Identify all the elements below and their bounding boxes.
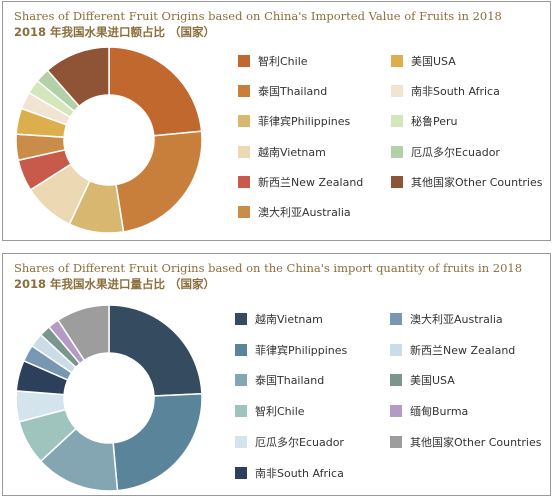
legend-swatch <box>390 313 402 325</box>
chart-title: Shares of Different Fruit Origins based … <box>14 261 523 275</box>
legend-swatch <box>238 55 250 67</box>
legend-swatch <box>238 175 250 188</box>
legend-swatch <box>235 435 247 448</box>
legend-item-burma: 缅甸Burma <box>390 404 468 418</box>
legend-label: 澳大利亚Australia <box>258 206 351 219</box>
legend-label: 缅甸Burma <box>410 405 469 419</box>
chart-subtitle: 2018 年我国水果进口额占比 （国家） <box>14 25 216 39</box>
legend-swatch <box>238 206 250 218</box>
legend-swatch <box>238 145 250 158</box>
legend-swatch <box>391 115 403 128</box>
slice-chile <box>108 46 203 137</box>
legend-swatch <box>235 466 247 479</box>
legend-item-ecuador: 厄瓜多尔Ecuador <box>235 435 344 449</box>
chart-title: Shares of Different Fruit Origins based … <box>14 9 502 23</box>
legend-label: 菲律宾Philippines <box>255 343 348 357</box>
legend-label: 厄瓜多尔Ecuador <box>255 435 344 449</box>
legend-swatch <box>391 55 403 67</box>
legend-item-usa: 美国USA <box>390 373 455 387</box>
quantity-chart-panel: Shares of Different Fruit Origins based … <box>2 253 551 496</box>
legend-swatch <box>235 343 247 356</box>
legend-swatch <box>235 374 247 387</box>
legend-label: 新西兰New Zealand <box>410 343 516 357</box>
legend-label: 泰国Thailand <box>258 85 328 99</box>
legend-label: 新西兰New Zealand <box>258 175 364 189</box>
legend-item-new-zealand: 新西兰New Zealand <box>390 343 515 357</box>
legend-item-chile: 智利Chile <box>235 404 305 418</box>
legend-label: 泰国Thailand <box>255 374 325 388</box>
legend-item-philippines: 菲律宾Philippines <box>235 343 347 357</box>
legend-item-other-countries: 其他国家Other Countries <box>390 435 541 449</box>
legend-item-peru: 秘鲁Peru <box>391 114 458 128</box>
legend-swatch <box>235 405 247 418</box>
legend-label: 智利Chile <box>258 55 308 68</box>
legend-swatch <box>391 85 403 98</box>
slice-philippines <box>112 392 203 492</box>
legend-swatch <box>391 175 403 188</box>
chart-subtitle: 2018 年我国水果进口量占比 （国家） <box>14 277 216 291</box>
legend-swatch <box>390 343 402 356</box>
slice-thailand <box>115 130 203 233</box>
slice-vietnam <box>108 304 203 397</box>
slice-other-countries <box>57 304 110 362</box>
legend-label: 美国USA <box>411 55 456 68</box>
legend-item-vietnam: 越南Vietnam <box>235 312 323 326</box>
legend-item-other-countries: 其他国家Other Countries <box>391 175 542 189</box>
legend-item-australia: 澳大利亚Australia <box>238 205 351 219</box>
legend-label: 美国USA <box>410 374 455 388</box>
legend-label: 其他国家Other Countries <box>411 175 543 189</box>
legend-label: 越南Vietnam <box>255 313 323 326</box>
quantity-donut-chart <box>15 304 203 492</box>
legend-item-thailand: 泰国Thailand <box>235 373 324 387</box>
legend-swatch <box>391 145 403 158</box>
legend-swatch <box>390 435 402 448</box>
legend-swatch <box>238 115 250 128</box>
legend-item-new-zealand: 新西兰New Zealand <box>238 175 363 189</box>
legend-swatch <box>235 313 247 325</box>
legend-label: 澳大利亚Australia <box>410 313 503 326</box>
legend-item-usa: 美国USA <box>391 54 456 68</box>
legend-label: 其他国家Other Countries <box>410 435 542 449</box>
legend-swatch <box>238 85 250 98</box>
legend-label: 菲律宾Philippines <box>258 115 351 129</box>
legend-swatch <box>390 374 402 387</box>
value-chart-panel: Shares of Different Fruit Origins based … <box>2 1 551 241</box>
legend-item-chile: 智利Chile <box>238 54 308 68</box>
legend-item-vietnam: 越南Vietnam <box>238 145 326 159</box>
legend-label: 秘鲁Peru <box>411 115 458 129</box>
legend-item-philippines: 菲律宾Philippines <box>238 114 350 128</box>
legend-label: 越南Vietnam <box>258 145 326 159</box>
legend-label: 厄瓜多尔Ecuador <box>411 145 500 159</box>
legend-label: 南非South Africa <box>255 466 344 480</box>
legend-item-australia: 澳大利亚Australia <box>390 312 503 326</box>
legend-item-thailand: 泰国Thailand <box>238 84 327 98</box>
slice-other-countries <box>46 46 110 108</box>
legend-label: 智利Chile <box>255 405 305 419</box>
legend-label: 南非South Africa <box>411 85 500 99</box>
legend-item-ecuador: 厄瓜多尔Ecuador <box>391 145 500 159</box>
legend-swatch <box>390 405 402 418</box>
legend-item-south-africa: 南非South Africa <box>391 84 500 98</box>
legend-item-south-africa: 南非South Africa <box>235 466 344 480</box>
value-donut-chart <box>15 46 203 234</box>
